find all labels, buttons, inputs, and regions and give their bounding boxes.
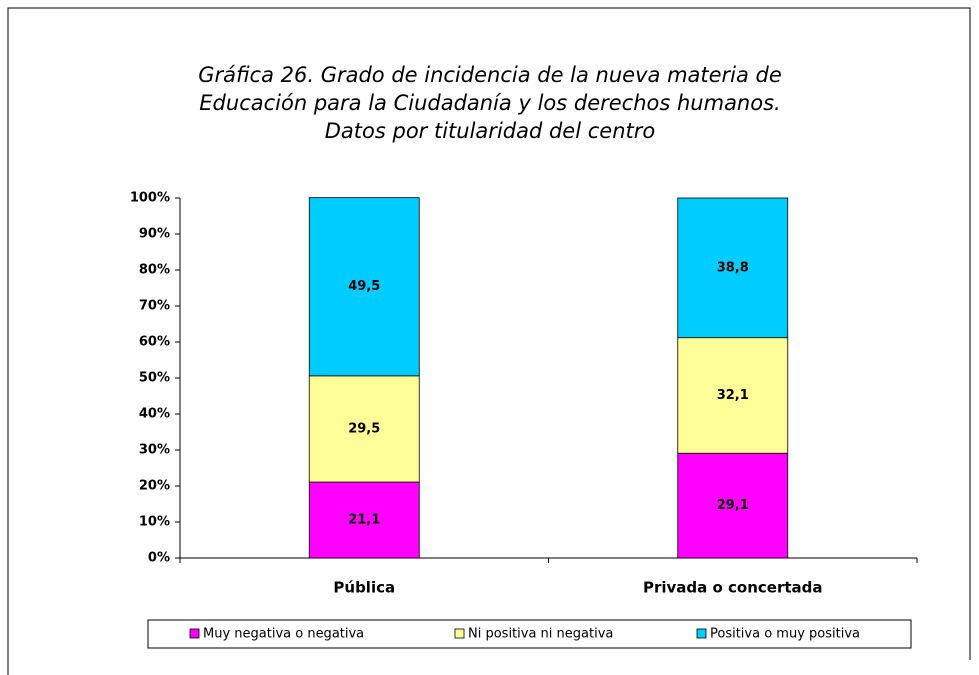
chart-title: Gráfica 26. Grado de incidencia de la nu… — [198, 63, 782, 87]
value-label: 38,8 — [717, 260, 749, 275]
value-label: 29,5 — [348, 421, 380, 436]
y-tick-label: 90% — [139, 227, 170, 242]
bar-segment — [308, 481, 420, 559]
y-tick-label: 70% — [139, 299, 170, 314]
legend-label: Ni positiva ni negativa — [468, 627, 613, 642]
y-tick-label: 80% — [139, 263, 170, 278]
bar-segment — [677, 197, 789, 339]
legend-swatch — [454, 628, 465, 639]
x-tick-label: Pública — [333, 579, 395, 597]
y-tick-label: 40% — [139, 407, 170, 422]
legend-label: Positiva o muy positiva — [710, 627, 860, 642]
legend-label: Muy negativa o negativa — [203, 627, 364, 642]
value-label: 32,1 — [717, 388, 749, 403]
y-tick-label: 20% — [139, 479, 170, 494]
legend-box — [147, 619, 912, 649]
y-tick-label: 100% — [130, 191, 170, 206]
bar-segment — [677, 452, 789, 559]
value-label: 49,5 — [348, 279, 380, 294]
legend-swatch — [696, 628, 707, 639]
bar-segment — [677, 337, 789, 454]
y-tick-label: 0% — [148, 551, 170, 566]
bar-segment — [308, 375, 420, 483]
legend-swatch — [189, 628, 200, 639]
value-label: 29,1 — [717, 498, 749, 513]
value-label: 21,1 — [348, 513, 380, 528]
bar-segment — [308, 197, 420, 377]
y-tick-label: 50% — [139, 371, 170, 386]
y-tick-label: 60% — [139, 335, 170, 350]
chart-title: Datos por titularidad del centro — [325, 119, 655, 143]
frame — [7, 7, 971, 675]
chart-title: Educación para la Ciudadanía y los derec… — [199, 91, 780, 115]
y-tick-label: 10% — [139, 515, 170, 530]
y-tick-label: 30% — [139, 443, 170, 458]
x-tick-label: Privada o concertada — [643, 579, 823, 597]
